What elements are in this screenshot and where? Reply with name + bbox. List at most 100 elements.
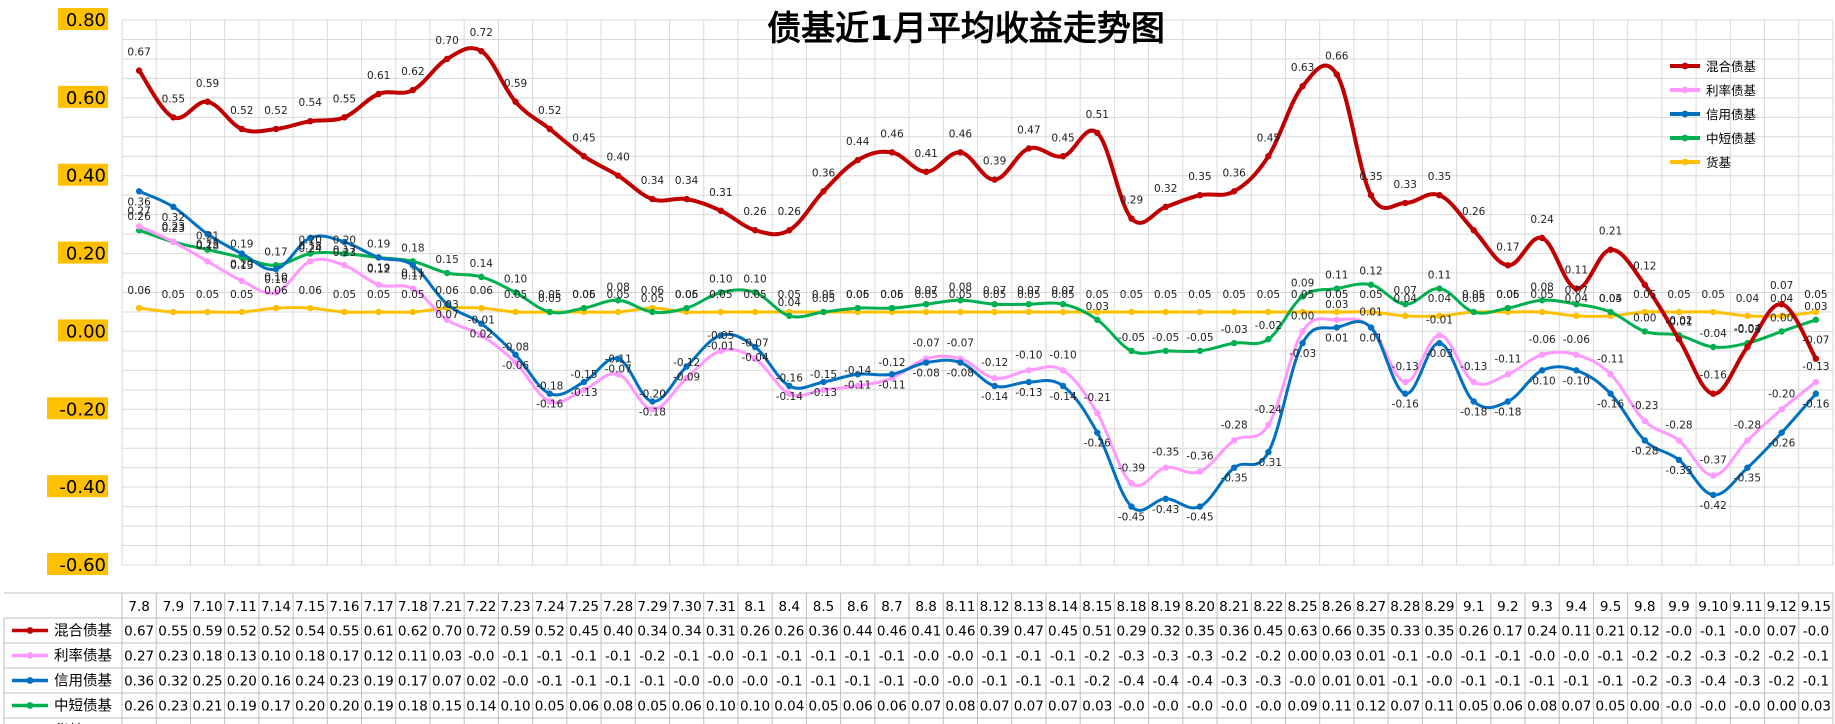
- data-point: [1573, 285, 1580, 292]
- data-point: [580, 153, 588, 160]
- data-label: -0.03: [1221, 324, 1248, 336]
- data-label: 0.04: [1565, 293, 1589, 305]
- data-label: 0.05: [162, 289, 185, 301]
- data-label: 0.06: [264, 285, 288, 297]
- data-label: 0.17: [264, 246, 287, 258]
- data-point: [820, 188, 827, 195]
- data-label: 0.05: [675, 289, 698, 301]
- data-point: [888, 304, 896, 312]
- x-tick-label: 7.24: [535, 599, 565, 615]
- data-point: [1128, 480, 1135, 487]
- chart-title: 债基近1月平均收益走势图: [767, 9, 1165, 49]
- data-point: [957, 149, 964, 156]
- data-label: -0.01: [1665, 316, 1692, 328]
- data-label: 0.10: [504, 274, 527, 286]
- data-point: [204, 308, 211, 316]
- data-label: 0.05: [367, 289, 390, 301]
- data-labels: 0.67 0.55 0.59 0.52 0.52 0.54 0.55 0.61 0.62 0.70…: [127, 27, 1829, 523]
- data-label: -0.39: [1118, 462, 1145, 474]
- table-cell: 0.59: [500, 624, 530, 640]
- y-tick-label: 0.00: [66, 321, 106, 342]
- data-label: -0.15: [810, 369, 837, 381]
- data-label: 0.11: [1428, 270, 1451, 282]
- data-point: [478, 332, 485, 339]
- table-cell: 0.26: [124, 699, 154, 715]
- table-cell: 0.40: [603, 624, 633, 640]
- x-tick-label: 7.17: [364, 599, 394, 615]
- data-point: [1812, 378, 1820, 386]
- data-point: [204, 98, 211, 105]
- table-cell: 0.01: [1322, 674, 1352, 690]
- data-point: [1162, 347, 1169, 355]
- table-cell: -0.2: [1768, 649, 1794, 665]
- table-cell: -0.1: [1803, 674, 1829, 690]
- data-label: 0.05: [846, 289, 869, 301]
- data-point: [170, 238, 177, 246]
- legend-swatch-marker: [1681, 110, 1689, 118]
- data-point: [1196, 468, 1204, 475]
- data-label: -0.35: [1734, 473, 1761, 485]
- table-cell: -0.0: [708, 649, 734, 665]
- data-point: [307, 234, 314, 242]
- data-label: -0.07: [913, 338, 940, 350]
- data-point: [409, 86, 417, 94]
- data-label: 0.46: [880, 128, 904, 140]
- data-point: [1744, 343, 1751, 351]
- data-point: [1265, 448, 1272, 456]
- table-cell: -0.0: [1426, 649, 1452, 665]
- data-label: 0.05: [949, 289, 972, 301]
- data-point: [1402, 390, 1409, 397]
- data-point: [991, 300, 998, 308]
- data-label: 0.47: [1017, 124, 1040, 136]
- data-label: 0.11: [1565, 265, 1588, 277]
- data-point: [204, 258, 211, 265]
- table-cell: -0.1: [810, 674, 836, 690]
- data-label: 0.04: [778, 297, 802, 309]
- table-legend-marker: [26, 702, 34, 709]
- x-tick-label: 9.3: [1531, 599, 1552, 615]
- data-point: [1778, 429, 1785, 436]
- data-label: 0.51: [1086, 109, 1109, 121]
- data-label: -0.14: [981, 391, 1008, 403]
- table-cell: -0.1: [1495, 674, 1521, 690]
- data-label: -0.03: [1426, 348, 1453, 360]
- x-tick-label: 8.11: [945, 599, 975, 615]
- x-tick-label: 7.22: [466, 599, 496, 615]
- data-point: [375, 281, 382, 288]
- table-cell: 0.19: [364, 699, 394, 715]
- data-label: 0.07: [983, 285, 1006, 297]
- table-cell: -0.0: [1529, 649, 1555, 665]
- table-cell: -0.2: [1666, 649, 1692, 665]
- table-cell: 0.26: [740, 624, 770, 640]
- table-cell: -0.2: [1632, 649, 1658, 665]
- data-label: 0.40: [606, 152, 629, 164]
- data-point: [478, 320, 485, 327]
- table-cell: -0.1: [879, 649, 905, 665]
- data-point: [307, 304, 314, 312]
- data-label: 0.19: [367, 262, 390, 274]
- data-label: -0.05: [1152, 332, 1179, 344]
- data-label: 0.05: [812, 293, 835, 305]
- x-tick-label: 8.19: [1151, 599, 1181, 615]
- data-label: -0.37: [1700, 454, 1727, 466]
- table-cell: -0.0: [1289, 674, 1315, 690]
- table-cell: 0.11: [398, 649, 428, 665]
- data-label: 0.59: [196, 78, 219, 90]
- legend-swatch-marker: [1681, 134, 1689, 142]
- table-cell: 0.16: [261, 674, 291, 690]
- data-label: 0.05: [1051, 289, 1074, 301]
- data-label: 0.05: [743, 289, 766, 301]
- data-label: 0.61: [367, 70, 390, 82]
- data-point: [1196, 308, 1204, 316]
- table-cell: 0.19: [227, 699, 257, 715]
- data-label: 0.05: [983, 289, 1006, 301]
- data-point: [1230, 339, 1238, 347]
- data-point: [1025, 300, 1033, 308]
- table-cell: 0.00: [1630, 699, 1660, 715]
- data-point: [614, 172, 622, 179]
- data-point: [1128, 347, 1135, 355]
- data-point: [1744, 464, 1751, 471]
- data-label: -0.06: [502, 360, 529, 372]
- data-point: [341, 262, 348, 269]
- table-series-name: 货基: [54, 723, 83, 724]
